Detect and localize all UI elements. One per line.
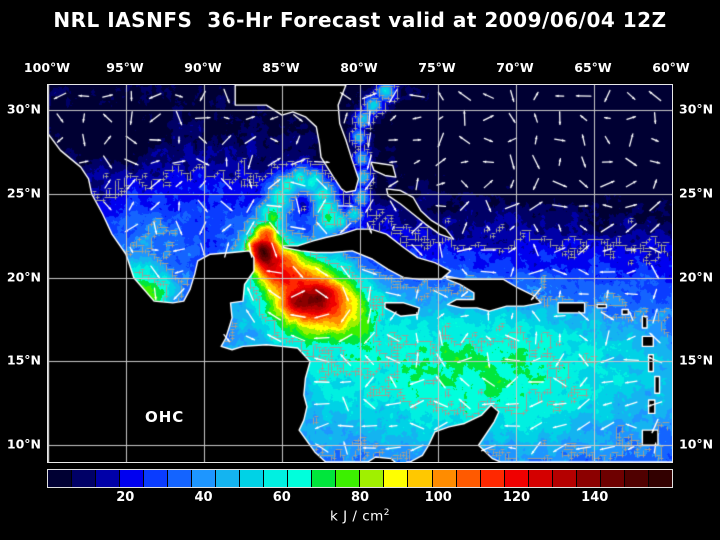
colorbar-tick-label: 20 — [116, 490, 135, 505]
latitude-tick-label: 15°N — [6, 352, 41, 368]
longitude-tick-label: 80°W — [340, 60, 378, 75]
latitude-tick-label: 30°N — [6, 101, 41, 117]
colorbar-swatch — [504, 470, 529, 487]
colorbar-swatch — [480, 470, 505, 487]
latitude-tick-label: 25°N — [6, 185, 41, 201]
colorbar-swatch — [408, 470, 433, 487]
colorbar-swatch — [288, 470, 313, 487]
colorbar-swatch — [360, 470, 385, 487]
latitude-tick-label: 10°N — [6, 436, 41, 452]
colorbar-swatch — [336, 470, 361, 487]
colorbar-tick-label: 80 — [350, 490, 370, 505]
colorbar[interactable] — [47, 469, 673, 488]
longitude-tick-label: 100°W — [23, 60, 71, 75]
latitude-tick-label: 20°N — [679, 269, 714, 285]
colorbar-tick-label: 40 — [194, 490, 213, 505]
ohc-annotation: OHC — [145, 408, 185, 426]
longitude-tick-label: 60°W — [652, 60, 690, 75]
longitude-tick-label: 75°W — [418, 60, 456, 75]
colorbar-swatch — [432, 470, 457, 487]
colorbar-swatch — [552, 470, 577, 487]
colorbar-swatch — [576, 470, 601, 487]
colorbar-unit-text: k J / cm — [329, 508, 384, 525]
latitude-tick-label: 15°N — [679, 352, 714, 368]
page-title: NRL IASNFS 36-Hr Forecast valid at 2009/… — [53, 8, 667, 32]
colorbar-unit-exponent: 2 — [383, 508, 391, 518]
colorbar-swatch — [240, 470, 265, 487]
colorbar-tick-label: 100 — [424, 490, 452, 505]
longitude-tick-label: 90°W — [184, 60, 222, 75]
colorbar-swatch — [312, 470, 337, 487]
colorbar-swatch — [144, 470, 169, 487]
latitude-tick-label: 25°N — [679, 185, 714, 201]
colorbar-swatch — [528, 470, 553, 487]
colorbar-tick-label: 60 — [272, 490, 291, 505]
colorbar-swatch — [456, 470, 481, 487]
colorbar-tick-label: 120 — [502, 490, 531, 505]
colorbar-swatch — [48, 470, 73, 487]
colorbar-swatch — [264, 470, 289, 487]
colorbar-swatch — [72, 470, 97, 487]
colorbar-swatch — [600, 470, 625, 487]
longitude-tick-label: 85°W — [262, 60, 300, 75]
ohc-heatmap-canvas — [48, 85, 672, 462]
colorbar-tick-label: 140 — [581, 490, 609, 505]
longitude-tick-label: 65°W — [574, 60, 612, 75]
colorbar-swatch — [648, 470, 672, 487]
colorbar-swatch — [384, 470, 409, 487]
longitude-tick-label: 95°W — [106, 60, 144, 75]
latitude-tick-label: 10°N — [679, 436, 714, 452]
colorbar-swatch — [192, 470, 217, 487]
colorbar-swatch — [168, 470, 193, 487]
latitude-tick-label: 30°N — [679, 101, 714, 117]
longitude-tick-label: 70°W — [496, 60, 534, 75]
latitude-tick-label: 20°N — [6, 269, 41, 285]
colorbar-unit-label: k J / cm2 — [0, 508, 720, 525]
colorbar-swatch — [96, 470, 121, 487]
colorbar-swatch — [120, 470, 145, 487]
colorbar-swatch — [624, 470, 649, 487]
colorbar-swatch — [216, 470, 241, 487]
map-plot-area[interactable] — [47, 84, 673, 463]
